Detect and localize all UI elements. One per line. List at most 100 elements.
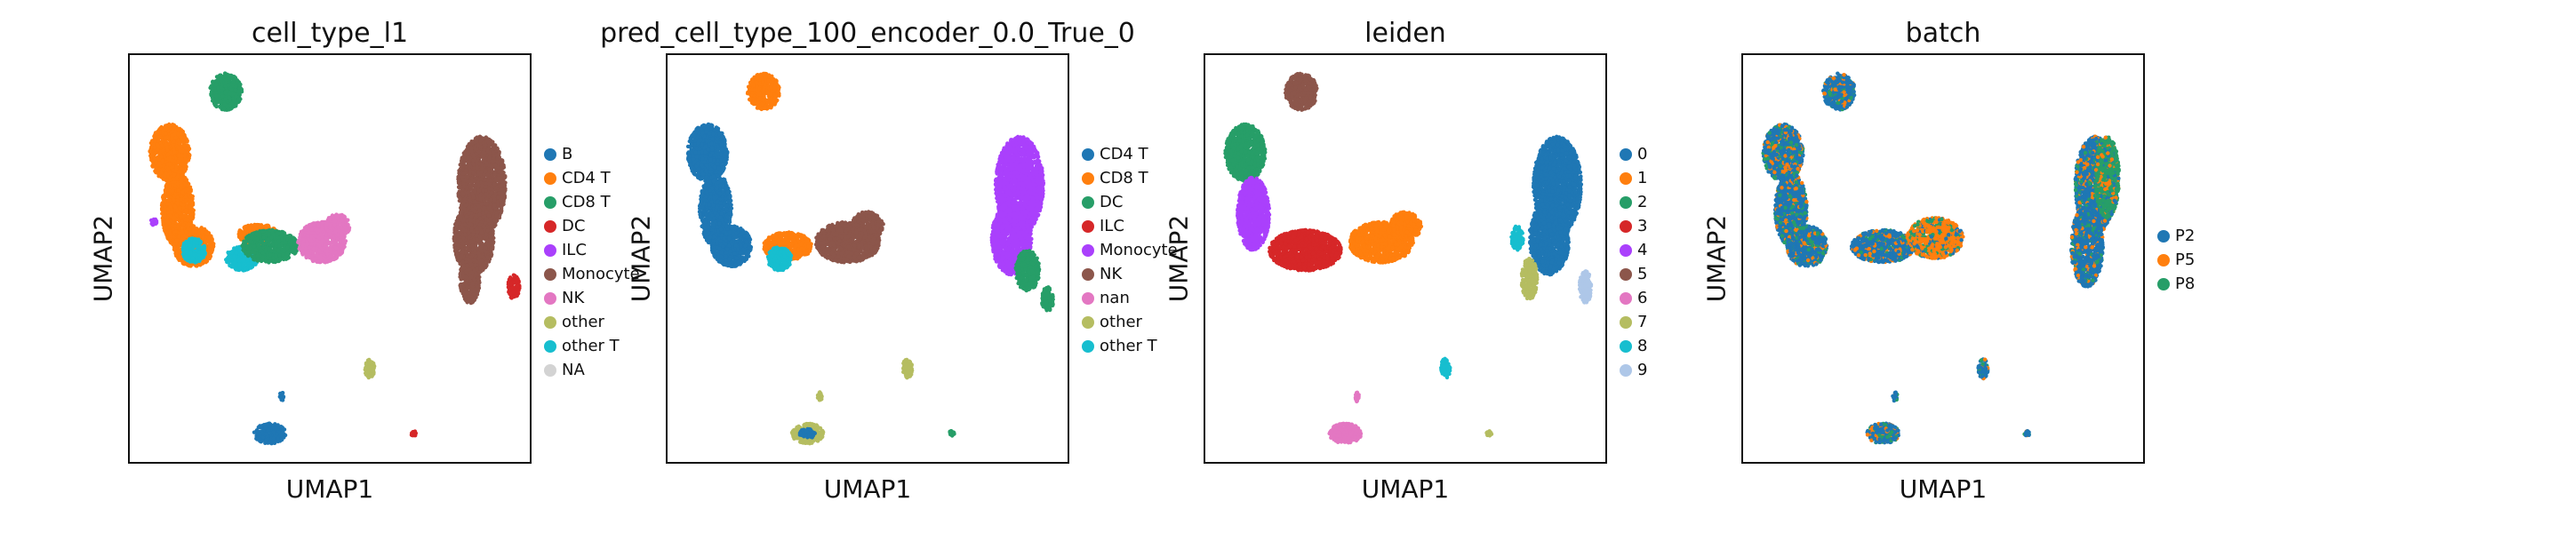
scatter-point <box>226 83 231 88</box>
scatter-point <box>222 102 227 107</box>
scatter-point <box>209 249 213 254</box>
scatter-point <box>183 254 188 259</box>
scatter-point <box>227 107 231 112</box>
scatter-point <box>200 229 205 234</box>
scatter-point <box>171 143 175 147</box>
scatter-point <box>227 254 232 259</box>
scatter-point <box>181 176 186 180</box>
scatter-point <box>220 94 225 99</box>
scatter-point <box>152 156 156 162</box>
scatter-point <box>176 173 180 179</box>
scatter-point <box>167 124 172 129</box>
scatter-point <box>170 188 175 193</box>
scatter-point <box>233 266 238 271</box>
scatter-point <box>250 234 254 239</box>
scatter-point <box>248 266 252 270</box>
scatter-point <box>170 223 175 227</box>
scatter-point <box>241 259 246 264</box>
scatter-point <box>215 77 220 83</box>
scatter-point <box>253 248 259 252</box>
scatter-point <box>227 95 231 99</box>
scatter-point <box>268 252 273 258</box>
scatter-point <box>180 190 185 195</box>
scatter-point <box>255 236 260 242</box>
scatter-point <box>170 158 174 163</box>
scatter-point <box>165 147 170 153</box>
scatter-point <box>178 206 182 211</box>
scatter-point <box>264 259 268 264</box>
scatter-point <box>215 100 220 105</box>
scatter-point <box>167 162 172 167</box>
scatter-point <box>156 167 162 171</box>
scatter-point <box>188 153 192 157</box>
scatter-point <box>219 78 224 84</box>
scatter-point <box>233 257 237 262</box>
scatter-point <box>236 89 241 94</box>
scatter-point <box>241 263 245 268</box>
scatter-point <box>187 222 191 227</box>
scatter-point <box>188 236 192 242</box>
scatter-point <box>165 187 170 192</box>
scatter-point <box>155 142 160 147</box>
scatter-point <box>200 250 204 255</box>
scatter-point <box>170 133 174 138</box>
scatter-point <box>276 248 281 253</box>
scatter-point <box>179 197 183 202</box>
scatter-point <box>270 228 275 233</box>
scatter-point <box>251 261 255 266</box>
scatter-point <box>229 88 234 92</box>
scatter-point <box>176 188 180 193</box>
scatter-point <box>174 238 180 243</box>
scatter-point <box>254 232 260 236</box>
scatter-point <box>181 162 186 167</box>
scatter-point <box>168 229 172 235</box>
scatter-point <box>174 253 179 259</box>
scatter-point <box>165 152 171 157</box>
scatter-point <box>231 104 236 109</box>
scatter-point <box>188 185 193 189</box>
scatter-point <box>280 233 284 237</box>
scatter-point <box>208 85 212 91</box>
scatter-point <box>179 183 184 187</box>
scatter-point <box>268 259 272 263</box>
scatter-point <box>255 253 260 258</box>
scatter-point <box>229 251 234 255</box>
scatter-point <box>175 201 180 205</box>
scatter-point <box>180 230 185 235</box>
scatter-point <box>234 84 238 89</box>
scatter-point <box>151 163 156 167</box>
scatter-point <box>234 251 239 255</box>
scatter-point <box>164 135 170 139</box>
scatter-point <box>162 128 166 132</box>
scatter-point <box>172 245 177 250</box>
scatter-point <box>260 255 266 259</box>
scatter-point <box>195 259 199 264</box>
scatter-point <box>160 158 165 163</box>
scatter-point <box>162 226 166 230</box>
scatter-point <box>213 83 219 87</box>
scatter-point <box>225 89 229 93</box>
scatter-point <box>214 93 219 99</box>
scatter-point <box>177 235 181 239</box>
scatter-point <box>167 198 172 203</box>
scatter-point <box>219 75 223 79</box>
scatter-point <box>247 227 252 232</box>
scatter-point <box>174 135 179 140</box>
scatter-point <box>223 97 228 101</box>
scatter-point <box>212 87 217 91</box>
scatter-point <box>164 142 168 147</box>
scatter-point <box>274 259 278 263</box>
scatter-point <box>184 208 188 213</box>
scatter-point <box>241 243 245 248</box>
scatter-point <box>174 164 179 169</box>
scatter-point <box>157 135 162 139</box>
scatter-point <box>236 79 240 84</box>
scatter-point <box>239 251 244 256</box>
scatter-point <box>276 239 281 243</box>
scatter-point <box>158 170 164 175</box>
scatter-point <box>274 253 278 258</box>
scatter-point <box>258 239 262 244</box>
scatter-point <box>163 209 167 213</box>
scatter-point <box>182 167 187 171</box>
scatter-point <box>228 99 232 103</box>
